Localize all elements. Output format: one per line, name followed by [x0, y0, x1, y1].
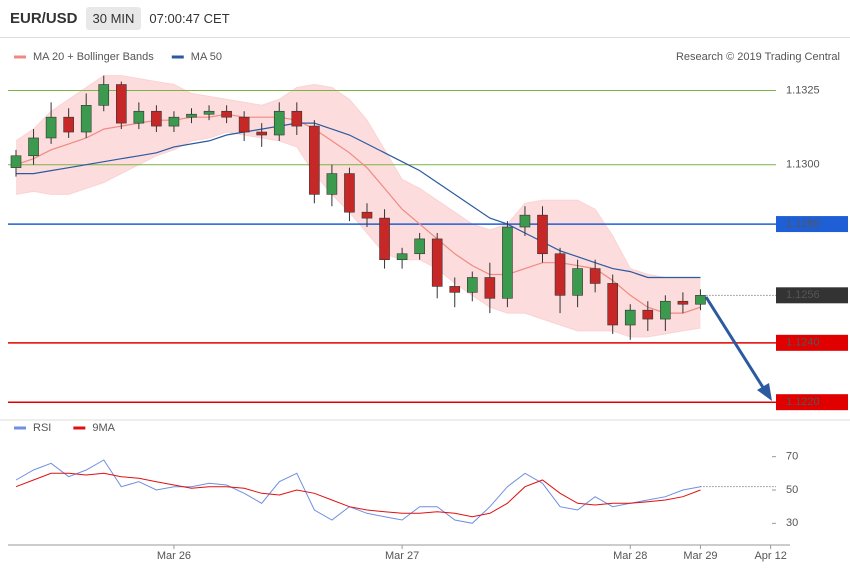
bollinger-upper	[15, 75, 701, 278]
candle-body	[449, 286, 461, 293]
bollinger-band	[16, 75, 701, 337]
candle-body	[431, 238, 443, 287]
x-tick-label: Mar 28	[613, 550, 647, 562]
candle-body	[309, 125, 320, 195]
candle-body	[624, 309, 636, 326]
x-tick-label: Apr 12	[754, 550, 786, 562]
moving-average	[16, 122, 701, 279]
legend-label: MA 20 + Bollinger Bands	[33, 51, 154, 63]
candle-body	[414, 238, 425, 255]
candle-body	[572, 268, 583, 296]
candle-body	[273, 110, 285, 136]
symbol: EUR/USD	[10, 10, 78, 27]
level-label: 1.1325	[786, 84, 820, 96]
x-tick-label: Mar 26	[157, 550, 191, 562]
interval[interactable]: 30 MIN	[85, 7, 142, 30]
x-tick-label: Mar 29	[683, 550, 717, 562]
candle-body	[45, 116, 57, 139]
candle-body	[116, 84, 127, 124]
legend-label: MA 50	[191, 51, 222, 63]
candle-body	[133, 110, 145, 124]
level-label: 1.1240	[786, 337, 820, 349]
candle-body	[221, 110, 232, 118]
header: EUR/USD 30 MIN 07:00:47 CET	[0, 0, 850, 38]
legend-label: 9MA	[92, 422, 115, 434]
candle-body	[63, 116, 74, 133]
rsi-line	[15, 472, 701, 518]
candle-body	[344, 173, 355, 213]
candle-body	[238, 116, 250, 133]
candle-body	[396, 253, 408, 260]
forecast-arrow	[704, 296, 772, 401]
candle-body	[519, 214, 531, 228]
legend-label: RSI	[33, 422, 51, 434]
candle-body	[256, 131, 268, 136]
candle-body	[98, 84, 110, 106]
level-box	[776, 394, 848, 411]
candle-body	[537, 214, 548, 255]
candle-body	[151, 110, 162, 127]
level-label: 1.1280	[786, 218, 820, 230]
bollinger-lower	[15, 131, 701, 338]
x-tick-label: Mar 27	[385, 550, 419, 562]
candle-body	[80, 105, 92, 133]
candle-body	[379, 217, 390, 260]
candle-body	[484, 277, 496, 299]
candle-body	[168, 116, 180, 127]
candle-body	[361, 211, 373, 219]
candle-body	[554, 253, 566, 296]
candle-body	[28, 137, 39, 157]
credit: Research © 2019 Trading Central	[676, 51, 840, 63]
last-price-label: 1.1256	[786, 289, 820, 301]
candle-body	[186, 113, 197, 118]
candle-body	[660, 300, 671, 320]
candle-body	[677, 300, 689, 305]
y-tick-label: 30	[786, 517, 798, 529]
candle-body	[642, 309, 654, 320]
candle-body	[502, 226, 513, 299]
candle-body	[326, 173, 338, 195]
candle-body	[203, 110, 215, 115]
last-price-box	[776, 287, 848, 304]
time: 07:00:47 CET	[149, 11, 230, 26]
level-label: 1.1220	[786, 396, 820, 408]
candle-body	[466, 277, 478, 293]
level-label: 1.1300	[786, 159, 820, 171]
candle-body	[589, 268, 601, 284]
level-box	[776, 334, 848, 351]
y-tick-label: 70	[786, 451, 798, 463]
y-tick-label: 50	[786, 484, 798, 496]
rsi-line	[15, 459, 701, 524]
level-box	[776, 216, 848, 233]
candle-body	[695, 295, 706, 305]
candle-body	[10, 155, 22, 168]
candle-body	[291, 110, 303, 127]
moving-average	[15, 113, 701, 314]
candle-body	[607, 283, 619, 326]
